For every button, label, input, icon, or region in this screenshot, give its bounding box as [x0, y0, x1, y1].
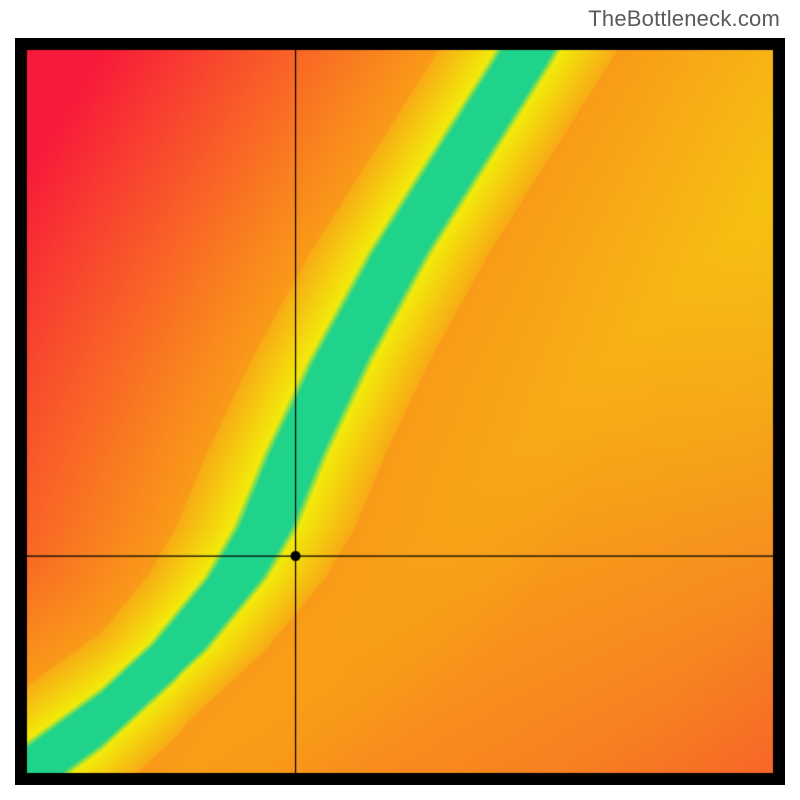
bottleneck-heatmap [15, 38, 785, 785]
heatmap-canvas [15, 38, 785, 785]
watermark-text: TheBottleneck.com [588, 6, 780, 32]
chart-container: TheBottleneck.com [0, 0, 800, 800]
